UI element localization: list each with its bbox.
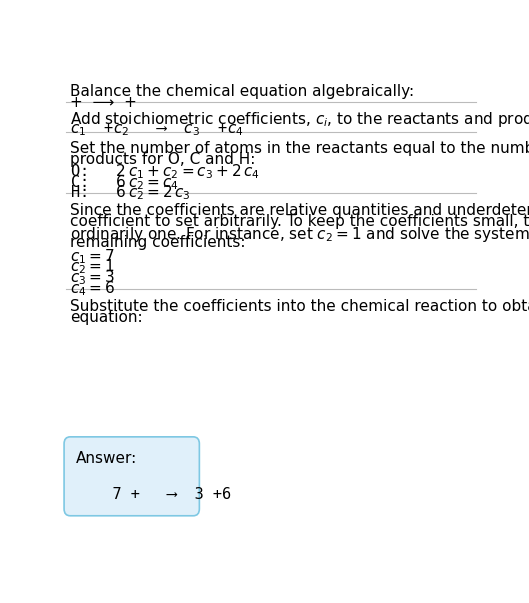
Text: 7 +   ⟶  3 +6: 7 + ⟶ 3 +6: [76, 487, 232, 502]
FancyBboxPatch shape: [64, 437, 199, 516]
Text: equation:: equation:: [70, 309, 143, 324]
Text: coefficient to set arbitrarily. To keep the coefficients small, the arbitrary va: coefficient to set arbitrarily. To keep …: [70, 214, 529, 229]
Text: $c_2 = 1$: $c_2 = 1$: [70, 257, 115, 276]
Text: Set the number of atoms in the reactants equal to the number of atoms in the: Set the number of atoms in the reactants…: [70, 141, 529, 156]
Text: $c_4 = 6$: $c_4 = 6$: [70, 279, 115, 298]
Text: Answer:: Answer:: [76, 451, 138, 466]
Text: C:   $6\,c_2 = c_4$: C: $6\,c_2 = c_4$: [70, 173, 179, 192]
Text: ordinarily one. For instance, set $c_2 = 1$ and solve the system of equations fo: ordinarily one. For instance, set $c_2 =…: [70, 225, 529, 244]
Text: Add stoichiometric coefficients, $c_i$, to the reactants and products:: Add stoichiometric coefficients, $c_i$, …: [70, 110, 529, 130]
Text: Balance the chemical equation algebraically:: Balance the chemical equation algebraica…: [70, 84, 414, 99]
Text: O:   $2\,c_1 + c_2 = c_3 + 2\,c_4$: O: $2\,c_1 + c_2 = c_3 + 2\,c_4$: [70, 162, 260, 181]
Text: remaining coefficients:: remaining coefficients:: [70, 235, 246, 250]
Text: $c_3 = 3$: $c_3 = 3$: [70, 268, 115, 287]
Text: products for O, C and H:: products for O, C and H:: [70, 152, 256, 167]
Text: H:   $6\,c_2 = 2\,c_3$: H: $6\,c_2 = 2\,c_3$: [70, 184, 191, 203]
Text: $c_1$  +$c_2$   ⟶  $c_3$  +$c_4$: $c_1$ +$c_2$ ⟶ $c_3$ +$c_4$: [70, 122, 244, 137]
Text: Substitute the coefficients into the chemical reaction to obtain the balanced: Substitute the coefficients into the che…: [70, 299, 529, 314]
Text: Since the coefficients are relative quantities and underdetermined, choose a: Since the coefficients are relative quan…: [70, 203, 529, 218]
Text: +  ⟶  +: + ⟶ +: [70, 95, 137, 110]
Text: $c_1 = 7$: $c_1 = 7$: [70, 247, 115, 266]
